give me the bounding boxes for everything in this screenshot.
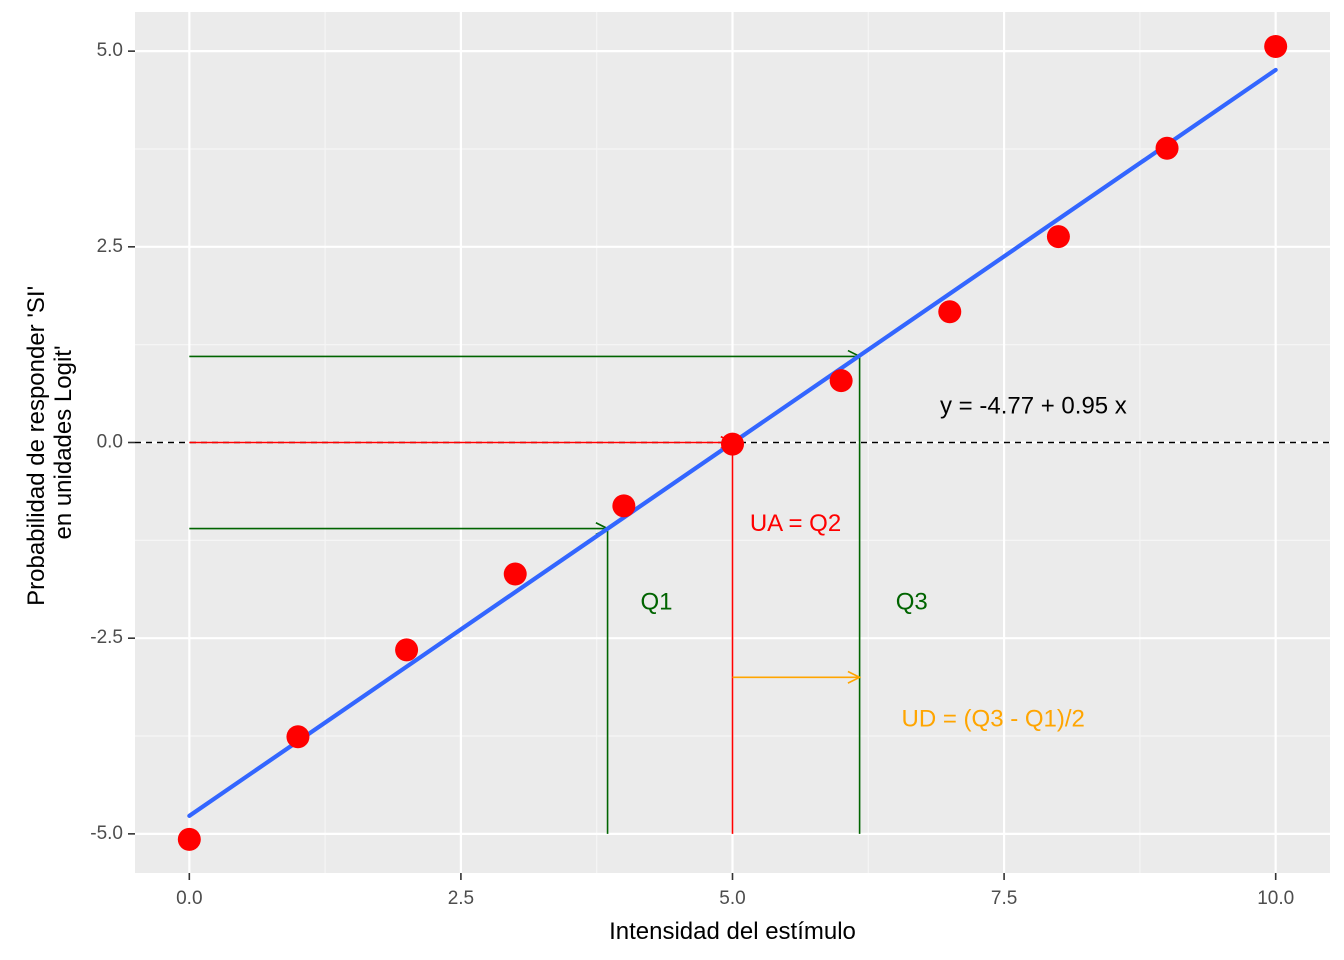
x-tick-label: 7.5	[991, 888, 1017, 909]
data-point	[503, 562, 527, 586]
data-point	[395, 638, 419, 662]
x-axis-title: Intensidad del estímulo	[609, 918, 856, 945]
data-point	[938, 300, 962, 324]
y-axis-title-line-2: en unidades Logit'	[50, 345, 77, 539]
q3-label: Q3	[896, 588, 928, 615]
x-tick-label: 10.0	[1257, 888, 1294, 909]
data-point	[1155, 136, 1179, 160]
y-tick-label: 2.5	[97, 236, 123, 257]
ua-label: UA = Q2	[750, 510, 841, 537]
guide-segments	[189, 356, 859, 834]
equation: y = -4.77 + 0.95 x	[940, 393, 1127, 420]
y-axis-title: Probabilidad de responder 'SI' en unidad…	[23, 279, 77, 606]
y-tick-label: 5.0	[97, 40, 123, 61]
data-point	[829, 369, 853, 393]
y-axis-ticks: -5.0 -2.5 0.0 2.5 5.0	[90, 40, 135, 844]
y-tick-label: -2.5	[90, 627, 123, 648]
q1-label: Q1	[640, 588, 672, 615]
x-tick-label: 5.0	[719, 888, 745, 909]
x-tick-label: 2.5	[448, 888, 474, 909]
y-axis-title-line-1: Probabilidad de responder 'SI'	[23, 286, 50, 606]
data-point	[612, 494, 636, 518]
data-point	[1264, 34, 1288, 58]
data-points	[177, 34, 1288, 851]
data-point	[286, 725, 310, 749]
x-axis-ticks: 0.0 2.5 5.0 7.5 10.0	[176, 873, 1294, 909]
data-point	[177, 827, 201, 851]
data-point	[721, 432, 744, 456]
y-tick-label: 0.0	[97, 432, 123, 453]
ud-label: UD = (Q3 - Q1)/2	[902, 706, 1085, 733]
y-tick-label: -5.0	[90, 823, 123, 844]
data-point	[1046, 225, 1070, 249]
x-tick-label: 0.0	[176, 888, 202, 909]
annotations: y = -4.77 + 0.95 x UA = Q2 Q1 Q3 UD = (Q3 - …	[640, 393, 1126, 733]
